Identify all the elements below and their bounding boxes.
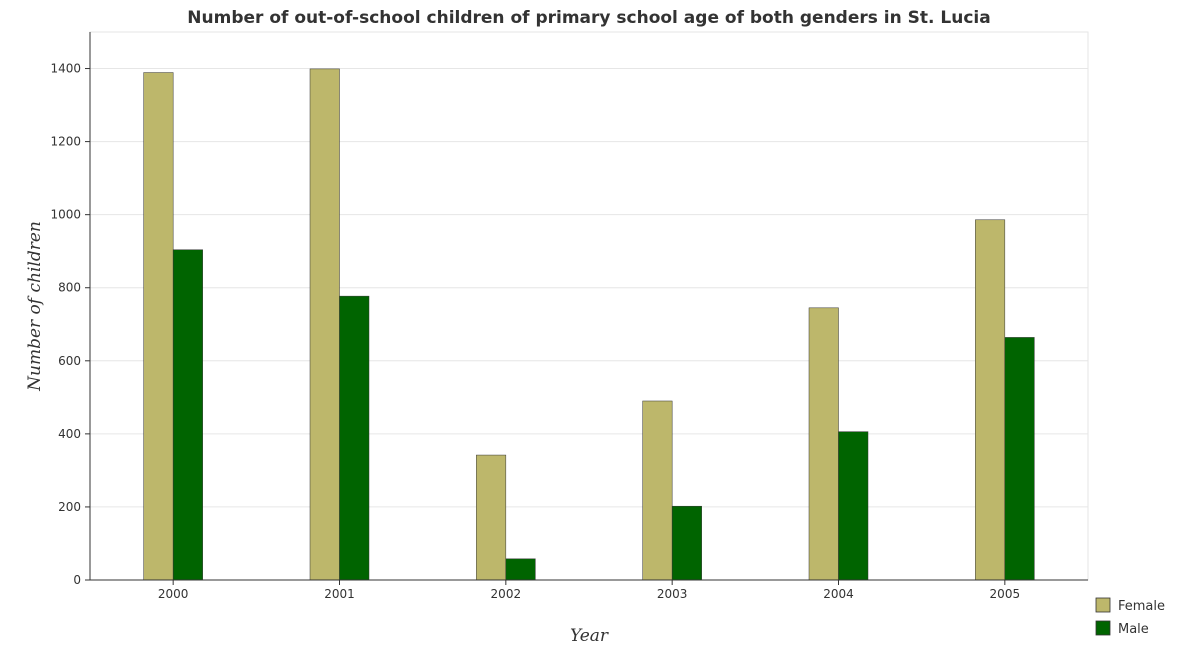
legend: Female Male <box>1095 597 1165 637</box>
bar-male-2005 <box>1004 337 1035 581</box>
bar-female-2003 <box>642 400 673 581</box>
bar-female-2000 <box>143 72 174 581</box>
x-tick-label: 2002 <box>491 587 522 601</box>
bar-male-2002 <box>505 558 536 581</box>
y-tick-label: 800 <box>58 281 81 295</box>
legend-swatch-female <box>1095 597 1111 613</box>
y-tick-label: 400 <box>58 427 81 441</box>
y-tick-label: 1400 <box>50 62 81 76</box>
plot-area <box>89 31 1089 581</box>
bar-female-2002 <box>476 454 507 581</box>
bar-male-2003 <box>671 505 702 581</box>
chart-title: Number of out-of-school children of prim… <box>187 8 991 28</box>
x-tick-label: 2003 <box>657 587 688 601</box>
bar-male-2000 <box>172 249 203 581</box>
y-tick-label: 1200 <box>50 135 81 149</box>
legend-label-male: Male <box>1118 622 1149 637</box>
bars <box>143 68 1035 581</box>
bar-male-2004 <box>838 431 869 581</box>
x-tick-label: 2004 <box>823 587 854 601</box>
y-axis-title: Number of children <box>25 221 45 392</box>
y-tick-label: 600 <box>58 354 81 368</box>
x-axis-title: Year <box>570 626 609 646</box>
bar-male-2001 <box>339 295 370 581</box>
axes: 0 200 400 600 800 1000 1200 1400 2000 2001 2002 200… <box>50 32 1088 601</box>
x-tick-label: 2005 <box>990 587 1021 601</box>
legend-swatch-male <box>1095 620 1111 636</box>
legend-label-female: Female <box>1118 599 1165 614</box>
y-tick-label: 0 <box>73 573 81 587</box>
x-tick-label: 2001 <box>324 587 355 601</box>
bar-female-2001 <box>309 68 340 581</box>
bar-female-2004 <box>808 307 839 581</box>
y-tick-label: 1000 <box>50 208 81 222</box>
x-tick-label: 2000 <box>158 587 189 601</box>
y-tick-label: 200 <box>58 500 81 514</box>
bar-female-2005 <box>975 219 1006 581</box>
